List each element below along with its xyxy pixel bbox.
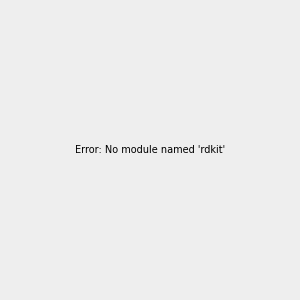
Text: Error: No module named 'rdkit': Error: No module named 'rdkit': [75, 145, 225, 155]
